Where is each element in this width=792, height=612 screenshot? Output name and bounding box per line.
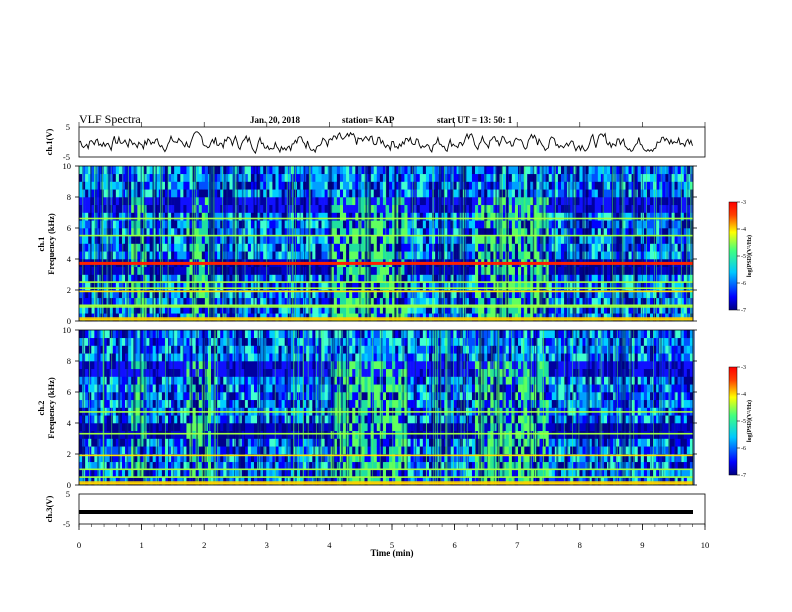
ch1-ytick-top: 5 — [66, 122, 70, 132]
freq-tick-label: 8 — [67, 192, 71, 202]
time-tick-label: 0 — [77, 540, 81, 550]
time-tick-label: 10 — [701, 540, 710, 550]
colorbar-tick-label: -7 — [741, 308, 746, 314]
freq-tick-label: 6 — [67, 387, 71, 397]
ch3-ytick-top: 5 — [66, 489, 70, 499]
ch1-colorbar-ticks: -3 -4 -5 -6 -7 — [737, 200, 746, 314]
ch2-colorbar-ticks: -3 -4 -5 -6 -7 — [737, 365, 746, 479]
freq-tick-label: 10 — [63, 325, 72, 335]
start-time-label: start UT = 13: 50: 1 — [437, 115, 513, 125]
freq-tick-label: 2 — [67, 285, 71, 295]
time-tick-label: 8 — [578, 540, 582, 550]
ch2-freq-ticks: 0 2 4 6 8 10 — [63, 325, 697, 490]
ch2-channel-label: ch.2 — [36, 401, 46, 416]
ch1-ytick-bottom: -5 — [63, 152, 70, 162]
ch3-ytick-bottom: -5 — [63, 519, 70, 529]
ch2-spectrogram-image — [79, 330, 695, 486]
time-tick-label: 6 — [452, 540, 456, 550]
time-tick-label: 9 — [640, 540, 644, 550]
ch2-colorbar-label: log(PSD)(V²/Hz) — [746, 400, 753, 442]
freq-tick-label: 0 — [67, 316, 71, 326]
chart-title: VLF Spectra — [79, 112, 141, 126]
time-axis-label: Time (min) — [370, 548, 413, 558]
time-tick-label: 2 — [202, 540, 206, 550]
ch2-colorbar — [728, 366, 738, 476]
colorbar-tick-label: -6 — [741, 446, 746, 452]
ch1-colorbar — [728, 201, 738, 311]
ch1-waveform-trace — [78, 131, 693, 155]
time-tick-label: 3 — [265, 540, 269, 550]
colorbar-tick-label: -4 — [741, 392, 746, 398]
colorbar-tick-label: -5 — [741, 419, 746, 425]
station-label: station= KAP — [342, 115, 395, 125]
ch1-frequency-ylabel: Frequency (kHz) — [46, 213, 56, 275]
ch1-spectrogram-image — [79, 166, 694, 322]
time-tick-label: 1 — [139, 540, 143, 550]
freq-tick-label: 4 — [67, 254, 72, 264]
colorbar-tick-label: -3 — [741, 365, 746, 371]
ch1-colorbar-label: log(PSD)(V²/Hz) — [746, 235, 753, 277]
colorbar-tick-label: -7 — [741, 473, 746, 479]
time-tick-label: 7 — [515, 540, 519, 550]
freq-tick-label: 2 — [67, 449, 71, 459]
date-label: Jan. 20, 2018 — [250, 115, 301, 125]
ch1-waveform-panel: 5 -5 ch.1(V) — [44, 122, 706, 162]
ch1-freq-ticks: 0 2 4 6 8 10 — [63, 161, 697, 326]
freq-tick-label: 6 — [67, 223, 71, 233]
ch2-frequency-ylabel: Frequency (kHz) — [46, 377, 56, 439]
freq-tick-label: 0 — [67, 480, 71, 490]
ch1-waveform-ylabel: ch.1(V) — [44, 128, 54, 155]
ch1-channel-label: ch.1 — [36, 237, 46, 252]
freq-tick-label: 8 — [67, 356, 71, 366]
time-axis: 0 1 2 3 4 5 6 7 8 9 10 — [77, 122, 709, 550]
colorbar-tick-label: -3 — [741, 200, 746, 206]
time-tick-label: 4 — [327, 540, 332, 550]
ch3-waveform-ylabel: ch.3(V) — [44, 495, 54, 522]
colorbar-tick-label: -6 — [741, 281, 746, 287]
ch3-waveform-panel: 5 -5 ch.3(V) — [44, 489, 706, 529]
colorbar-tick-label: -4 — [741, 227, 746, 233]
colorbar-tick-label: -5 — [741, 254, 746, 260]
freq-tick-label: 4 — [67, 418, 72, 428]
freq-tick-label: 10 — [63, 161, 72, 171]
time-tick-label: 5 — [390, 540, 394, 550]
